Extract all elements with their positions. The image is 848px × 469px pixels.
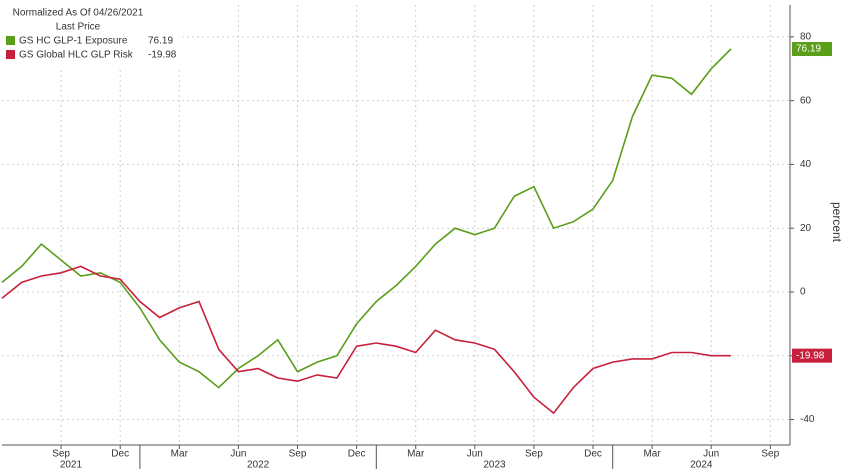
y-tick-label: 60: [800, 95, 812, 106]
legend-label: GS HC GLP-1 Exposure: [19, 36, 128, 47]
x-tick-label: Sep: [761, 449, 779, 460]
series-line: [1, 48, 732, 389]
legend-subtitle: Last Price: [56, 22, 101, 33]
x-tick-label: Dec: [348, 449, 366, 460]
y-tick-label: 20: [800, 223, 812, 234]
legend-swatch: [6, 50, 15, 59]
grid: [2, 5, 790, 445]
x-year-label: 2024: [690, 460, 713, 469]
legend-value: 76.19: [148, 36, 173, 47]
x-tick-label: Mar: [643, 449, 661, 460]
last-value-box: [792, 42, 832, 57]
x-year-label: 2021: [60, 460, 83, 469]
x-tick-label: Dec: [111, 449, 129, 460]
x-tick-label: Mar: [407, 449, 425, 460]
x-tick-label: Jun: [230, 449, 246, 460]
series-line: [1, 265, 731, 415]
x-tick-label: Sep: [525, 449, 543, 460]
x-tick-label: Sep: [289, 449, 307, 460]
legend-label: GS Global HLC GLP Risk: [19, 50, 134, 61]
legend-value: -19.98: [148, 50, 177, 61]
x-tick-label: Jun: [467, 449, 483, 460]
last-value-label: 76.19: [796, 44, 821, 55]
last-value-label: -19.98: [796, 350, 825, 361]
x-tick-label: Mar: [171, 449, 189, 460]
last-value-box: [792, 348, 832, 363]
legend-box: [3, 3, 183, 69]
legend: Normalized As Of 04/26/2021 Last Price G…: [3, 3, 183, 69]
y-tick-label: -40: [800, 414, 815, 425]
y-tick-label: 80: [800, 32, 812, 43]
x-tick-label: Dec: [584, 449, 602, 460]
x-tick-label: Sep: [52, 449, 70, 460]
x-year-label: 2022: [247, 460, 270, 469]
x-tick-label: Jun: [703, 449, 719, 460]
y-axis-label: percent: [830, 202, 844, 243]
legend-swatch: [6, 36, 15, 45]
x-year-label: 2023: [483, 460, 506, 469]
y-tick-label: 40: [800, 159, 812, 170]
legend-title: Normalized As Of 04/26/2021: [13, 8, 144, 19]
y-tick-label: 0: [800, 287, 806, 298]
